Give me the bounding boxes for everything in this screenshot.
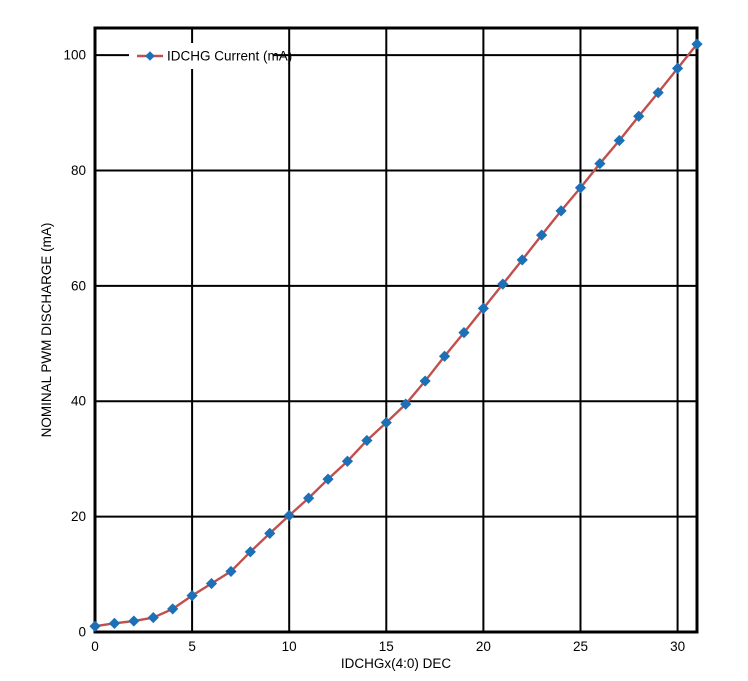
y-axis-tick-labels: 0 20 40 60 80 100 bbox=[63, 48, 86, 640]
y-tick-label: 60 bbox=[71, 278, 86, 293]
data-point bbox=[147, 611, 159, 624]
data-point bbox=[400, 398, 412, 410]
data-point bbox=[652, 87, 664, 99]
data-point bbox=[303, 492, 315, 504]
x-tick-label: 5 bbox=[188, 639, 196, 654]
data-point bbox=[341, 455, 354, 467]
data-point bbox=[458, 326, 470, 339]
data-point bbox=[574, 182, 587, 194]
data-point bbox=[671, 62, 684, 74]
data-point bbox=[633, 110, 645, 122]
series-polyline bbox=[94, 43, 698, 628]
legend-label: IDCHG Current (mA) bbox=[167, 49, 292, 64]
x-tick-label: 25 bbox=[573, 639, 588, 654]
data-point bbox=[361, 434, 373, 447]
y-tick-label: 100 bbox=[63, 48, 86, 63]
data-point bbox=[264, 527, 276, 539]
x-tick-label: 15 bbox=[379, 639, 394, 654]
data-point bbox=[497, 278, 509, 290]
gridlines bbox=[95, 28, 697, 632]
data-point bbox=[322, 473, 334, 485]
data-point bbox=[186, 590, 198, 602]
legend: IDCHG Current (mA) bbox=[137, 49, 292, 64]
legend-diamond-marker-icon bbox=[145, 51, 155, 61]
series-line bbox=[94, 43, 698, 628]
x-tick-label: 0 bbox=[91, 639, 99, 654]
data-point bbox=[516, 254, 528, 266]
data-point bbox=[555, 205, 567, 217]
data-point bbox=[244, 546, 256, 558]
data-point bbox=[380, 416, 392, 429]
y-tick-label: 20 bbox=[71, 509, 86, 524]
data-point bbox=[167, 603, 179, 615]
data-point bbox=[283, 509, 295, 522]
y-tick-label: 40 bbox=[71, 394, 86, 409]
x-axis-title: IDCHGx(4:0) DEC bbox=[341, 656, 452, 671]
data-point bbox=[613, 134, 625, 147]
data-point bbox=[225, 565, 237, 578]
data-point-markers bbox=[89, 38, 703, 632]
x-tick-label: 20 bbox=[476, 639, 491, 654]
y-tick-label: 0 bbox=[78, 625, 86, 640]
y-axis-title: NOMINAL PWM DISCHARGE (mA) bbox=[39, 223, 54, 438]
data-point bbox=[477, 302, 489, 314]
data-point bbox=[419, 375, 431, 387]
data-point bbox=[438, 350, 451, 362]
x-tick-label: 10 bbox=[282, 639, 297, 654]
data-point bbox=[536, 229, 548, 241]
data-point bbox=[89, 620, 101, 632]
plot-border bbox=[93, 26, 699, 634]
y-tick-label: 80 bbox=[71, 163, 86, 178]
x-tick-label: 30 bbox=[670, 639, 685, 654]
x-axis-tick-labels: 0 5 10 15 20 25 30 bbox=[91, 639, 685, 654]
data-point bbox=[205, 577, 218, 590]
data-point bbox=[691, 38, 703, 50]
data-point bbox=[594, 157, 606, 170]
data-point bbox=[128, 615, 140, 627]
data-point bbox=[108, 617, 121, 629]
